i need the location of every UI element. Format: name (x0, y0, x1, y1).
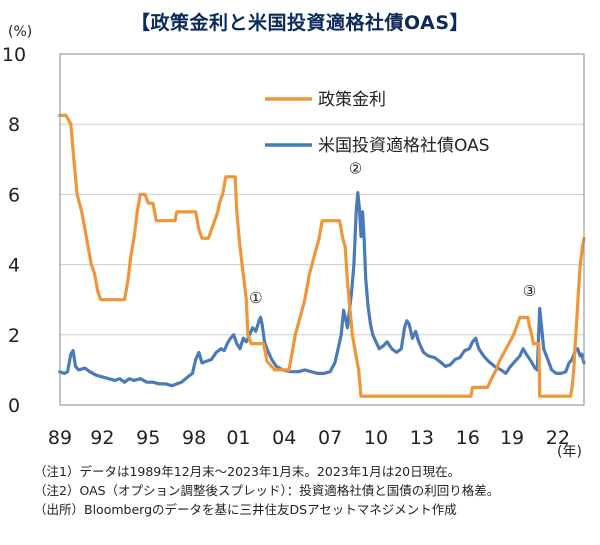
chart-title: 【政策金利と米国投資適格社債OAS】 (130, 12, 470, 34)
note-2: （注2）OAS（オプション調整後スプレッド）：投資適格社債と国債の利回り格差。 (34, 483, 500, 498)
y-tick-label: 6 (8, 184, 20, 206)
x-tick-label: 95 (136, 427, 160, 449)
x-tick-label: 04 (272, 427, 296, 449)
x-tick-label: 07 (318, 427, 342, 449)
line-chart: (%) 0 2 4 6 8 10 89 92 95 98 01 04 07 10 13 16 19 22 ① ② ③… (2, 24, 586, 460)
x-tick-label: 19 (500, 427, 524, 449)
footnotes: （注1）データは1989年12月末～2023年1月末。2023年1月は20日現在… (34, 462, 499, 519)
note-1: （注1）データは1989年12月末～2023年1月末。2023年1月は20日現在… (34, 464, 461, 479)
y-tick-label: 0 (8, 395, 20, 417)
annotation-marker: ① (249, 289, 262, 307)
y-tick-label: 10 (2, 44, 26, 66)
y-tick-label: 4 (8, 255, 20, 277)
annotation-marker: ③ (523, 282, 536, 300)
x-tick-label: 16 (456, 427, 480, 449)
x-tick-label: 10 (364, 427, 388, 449)
y-axis-unit: (%) (8, 24, 32, 40)
x-tick-label: 98 (182, 427, 206, 449)
x-tick-label: 22 (546, 427, 570, 449)
y-tick-label: 2 (8, 325, 20, 347)
legend-label: 米国投資適格社債OAS (318, 136, 490, 156)
annotation-marker: ② (349, 159, 362, 177)
plot-frame (59, 53, 585, 406)
x-tick-label: 13 (410, 427, 434, 449)
y-tick-label: 8 (8, 114, 20, 136)
series-line-policy-rate (58, 113, 586, 398)
legend-label: 政策金利 (318, 90, 386, 110)
x-axis-unit: (年) (557, 444, 582, 460)
note-3: （出所）Bloombergのデータを基に三井住友DSアセットマネジメント作成 (34, 502, 457, 517)
x-tick-label: 92 (90, 427, 114, 449)
x-tick-label: 89 (48, 427, 72, 449)
x-tick-label: 01 (226, 427, 250, 449)
